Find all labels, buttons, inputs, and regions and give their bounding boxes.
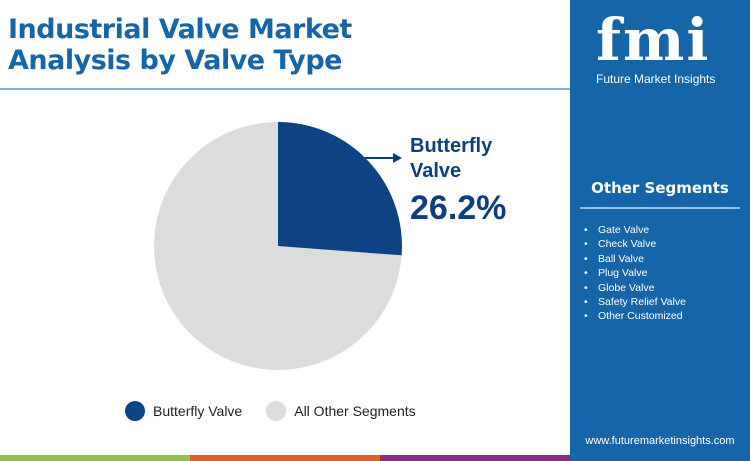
- page-title: Industrial Valve Market Analysis by Valv…: [8, 14, 568, 76]
- list-item: Globe Valve: [584, 281, 686, 295]
- title-divider: [0, 88, 570, 90]
- callout-name-2: Valve: [410, 160, 462, 182]
- callout-label: Butterfly Valve 26.2%: [410, 134, 506, 228]
- legend-label: Butterfly Valve: [153, 403, 243, 419]
- logo-mark: fmi: [596, 6, 711, 74]
- legend-item-butterfly: Butterfly Valve: [125, 401, 242, 421]
- callout-name-1: Butterfly: [410, 135, 493, 157]
- list-item: Other Customized: [584, 309, 686, 323]
- fmi-logo: fmi Future Market Insights: [596, 10, 726, 86]
- legend-item-other: All Other Segments: [266, 401, 416, 421]
- list-item: Gate Valve: [584, 223, 686, 237]
- callout-value: 26.2%: [410, 189, 507, 227]
- footer-bar-orange: [190, 455, 380, 461]
- segments-divider: [580, 207, 740, 209]
- website-url: www.futuremarketinsights.com: [585, 435, 735, 447]
- list-item: Check Valve: [584, 237, 686, 251]
- legend-dot-icon: [266, 401, 287, 421]
- legend-label: All Other Segments: [294, 403, 416, 419]
- list-item: Ball Valve: [584, 252, 686, 266]
- logo-subtitle: Future Market Insights: [596, 72, 716, 86]
- chart-legend: Butterfly Valve All Other Segments: [125, 401, 440, 421]
- segments-title: Other Segments: [591, 179, 729, 197]
- sidebar: fmi Future Market Insights Other Segment…: [570, 0, 750, 461]
- arrow-right-icon: [393, 153, 402, 163]
- pie-slice-butterfly: [278, 122, 402, 256]
- segments-list: Gate Valve Check Valve Ball Valve Plug V…: [584, 223, 686, 324]
- pie-chart: [154, 122, 402, 370]
- list-item: Plug Valve: [584, 266, 686, 280]
- footer-bar-purple: [380, 455, 570, 461]
- footer-bar-green: [0, 455, 190, 461]
- legend-dot-icon: [125, 401, 145, 421]
- list-item: Safety Relief Valve: [584, 295, 686, 309]
- title-line-1: Industrial Valve Market: [8, 14, 352, 45]
- title-line-2: Analysis by Valve Type: [8, 45, 342, 76]
